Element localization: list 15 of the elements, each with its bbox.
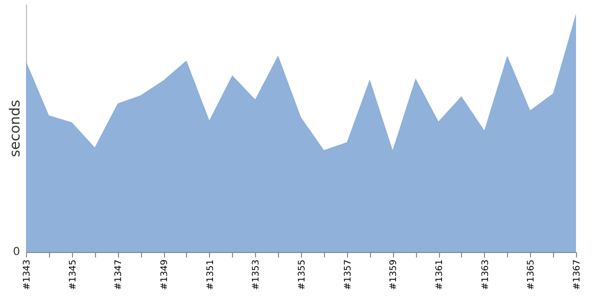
- text: 0: [13, 245, 20, 258]
- x-tick-label: #1355: [298, 260, 308, 290]
- x-tick-label: #1359: [389, 259, 400, 290]
- x-tick-label: #1363: [480, 260, 491, 290]
- x-tick-label: #1347: [114, 260, 124, 290]
- x-tick-label: #1357: [343, 260, 354, 290]
- x-tick-label: #1349: [160, 259, 170, 290]
- x-tick-label: #1351: [206, 260, 216, 290]
- y-axis-title: seconds: [8, 100, 24, 158]
- x-tick-label: #1361: [435, 260, 445, 290]
- x-tick-label: #1345: [68, 260, 78, 290]
- x-tick-label: #1367: [572, 260, 582, 290]
- x-tick-label: #1353: [252, 260, 262, 290]
- x-tick-label: #1365: [526, 260, 537, 290]
- x-tick-label: #1343: [22, 260, 32, 290]
